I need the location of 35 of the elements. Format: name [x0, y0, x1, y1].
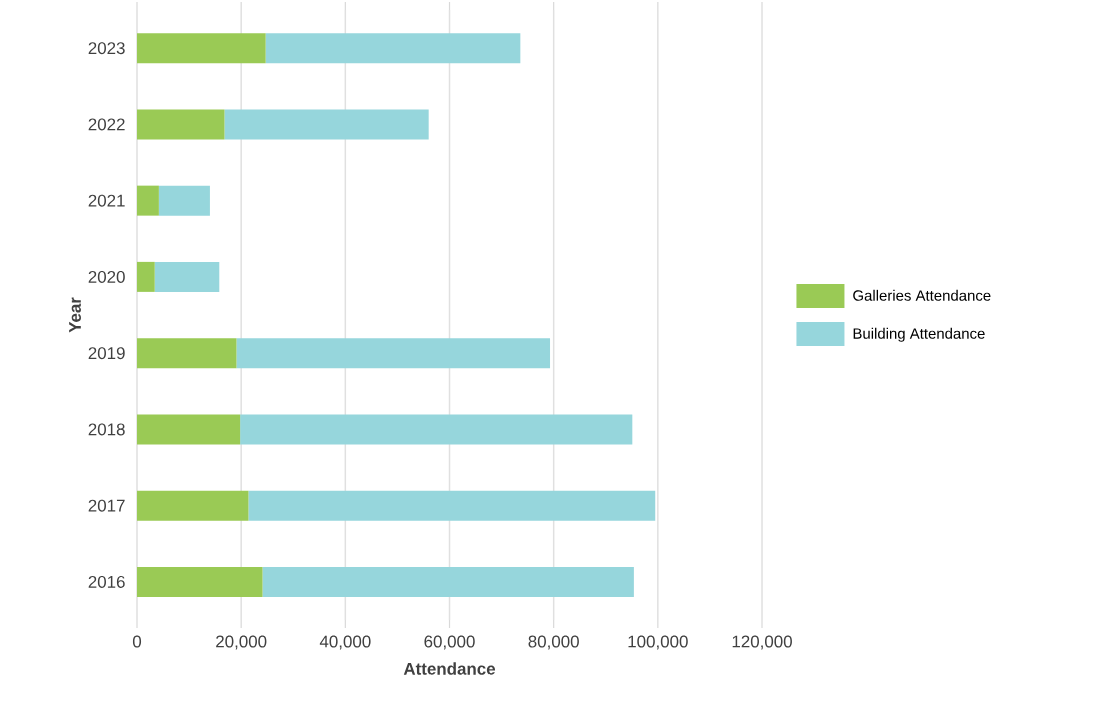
bar: [262, 566, 634, 597]
bar: [240, 414, 633, 445]
bar: [248, 490, 656, 521]
y-tick-label: 2018: [88, 423, 125, 436]
y-axis-title: Year: [69, 297, 81, 333]
x-tick-label: 20,000: [216, 635, 267, 650]
y-tick-label: 2017: [88, 499, 125, 512]
x-tick-label: 80,000: [528, 635, 579, 650]
y-tick-label: 2022: [88, 118, 125, 131]
x-tick-label: 100,000: [628, 635, 688, 650]
bar: [137, 109, 225, 140]
bar: [137, 261, 155, 292]
x-tick-label: 0: [132, 635, 142, 648]
bar: [265, 33, 521, 64]
y-tick-label: 2016: [88, 575, 125, 588]
x-tick-label: 40,000: [319, 635, 371, 650]
legend-label: Building Attendance: [853, 327, 985, 342]
y-tick-label: 2020: [88, 270, 125, 283]
bar: [137, 490, 249, 521]
y-tick-label: 2021: [88, 194, 125, 207]
bar: [236, 338, 551, 369]
bar: [154, 261, 220, 292]
bar: [137, 185, 159, 216]
bar: [158, 185, 210, 216]
bar: [137, 338, 237, 369]
legend-label: Galleries Attendance: [853, 289, 991, 301]
x-tick-label: 60,000: [424, 635, 475, 650]
y-tick-label: 2023: [88, 42, 125, 55]
x-tick-label: 120,000: [732, 635, 792, 650]
bar: [137, 414, 241, 445]
x-axis-title: Attendance: [403, 662, 496, 675]
bar: [137, 566, 263, 597]
bar: [224, 109, 429, 140]
y-tick-label: 2019: [88, 347, 125, 360]
bar: [137, 33, 266, 64]
